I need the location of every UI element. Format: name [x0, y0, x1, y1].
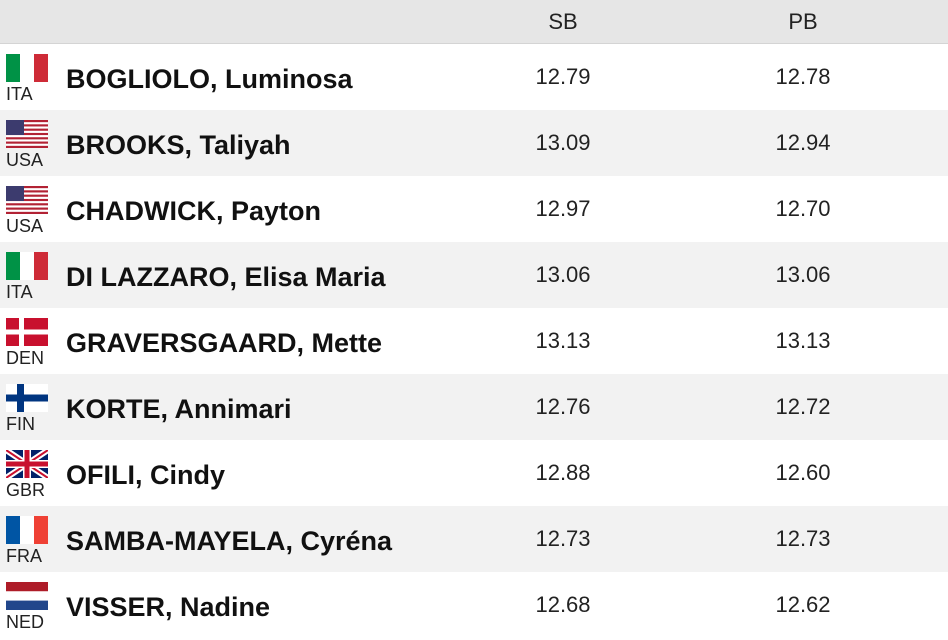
flag	[6, 450, 48, 478]
personal-best: 12.70	[775, 196, 831, 221]
personal-best: 12.94	[775, 130, 831, 155]
flag	[6, 252, 48, 280]
flag	[6, 318, 48, 346]
country-code: DEN	[6, 348, 45, 368]
athlete-name: KORTE, Annimari	[66, 394, 292, 424]
table-row: USA CHADWICK, Payton 12.97 12.70	[0, 176, 948, 242]
personal-best: 12.73	[775, 526, 831, 551]
athlete-name: BROOKS, Taliyah	[66, 130, 291, 160]
table-row: USA BROOKS, Taliyah 13.09 12.94	[0, 110, 948, 176]
table-row: GBR OFILI, Cindy 12.88 12.60	[0, 440, 948, 506]
personal-best: 13.06	[775, 262, 831, 287]
season-best: 12.73	[535, 526, 591, 551]
country-code: ITA	[6, 282, 33, 302]
personal-best: 12.60	[775, 460, 831, 485]
country-code: ITA	[6, 84, 33, 104]
athlete-name: SAMBA-MAYELA, Cyréna	[66, 526, 393, 556]
column-header: PB	[788, 9, 818, 34]
season-best: 12.76	[535, 394, 591, 419]
season-best: 13.13	[535, 328, 591, 353]
athlete-name: VISSER, Nadine	[66, 592, 271, 622]
season-best: 12.97	[535, 196, 591, 221]
season-best: 13.09	[535, 130, 591, 155]
athlete-name: DI LAZZARO, Elisa Maria	[66, 262, 386, 292]
flag	[6, 54, 48, 82]
flag	[6, 516, 48, 544]
personal-best: 13.13	[775, 328, 831, 353]
season-best: 12.79	[535, 64, 591, 89]
country-code: NED	[6, 612, 45, 632]
table-row: ITA BOGLIOLO, Luminosa 12.79 12.78	[0, 44, 948, 110]
personal-best: 12.78	[775, 64, 831, 89]
country-code: FIN	[6, 414, 35, 434]
athlete-name: OFILI, Cindy	[66, 460, 225, 490]
flag	[6, 186, 48, 214]
country-code: USA	[6, 150, 44, 170]
flag	[6, 582, 48, 610]
season-best: 12.68	[535, 592, 591, 617]
personal-best: 12.62	[775, 592, 831, 617]
table-header: SB PB	[0, 0, 948, 44]
column-header: SB	[548, 9, 578, 34]
season-best: 13.06	[535, 262, 591, 287]
country-code: USA	[6, 216, 44, 236]
athlete-name: CHADWICK, Payton	[66, 196, 321, 226]
table-row: FIN KORTE, Annimari 12.76 12.72	[0, 374, 948, 440]
table-row: DEN GRAVERSGAARD, Mette 13.13 13.13	[0, 308, 948, 374]
flag	[6, 384, 48, 412]
table-row: ITA DI LAZZARO, Elisa Maria 13.06 13.06	[0, 242, 948, 308]
athlete-name: GRAVERSGAARD, Mette	[66, 328, 383, 358]
personal-best: 12.72	[775, 394, 831, 419]
athlete-name: BOGLIOLO, Luminosa	[66, 64, 353, 94]
table-row: FRA SAMBA-MAYELA, Cyréna 12.73 12.73	[0, 506, 948, 572]
table-row: NED VISSER, Nadine 12.68 12.62	[0, 572, 948, 638]
season-best: 12.88	[535, 460, 591, 485]
country-code: FRA	[6, 546, 42, 566]
country-code: GBR	[6, 480, 46, 500]
flag	[6, 120, 48, 148]
